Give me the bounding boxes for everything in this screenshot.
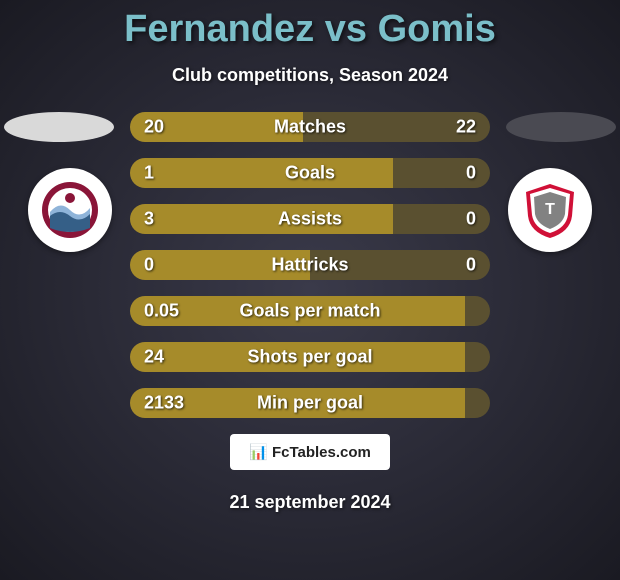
right-ellipse	[506, 112, 616, 142]
stat-value-left: 3	[144, 209, 154, 230]
rapids-crest-icon	[40, 180, 100, 240]
left-ellipse	[4, 112, 114, 142]
stat-row: Shots per goal 24	[130, 342, 490, 372]
stat-row: Min per goal 2133	[130, 388, 490, 418]
stat-bar-right	[465, 296, 490, 326]
stat-bar-left	[130, 204, 393, 234]
stat-value-left: 0.05	[144, 301, 179, 322]
stat-label: Matches	[274, 117, 346, 138]
stat-value-left: 2133	[144, 393, 184, 414]
stat-value-right: 0	[466, 209, 476, 230]
right-team-badge: T	[508, 168, 592, 252]
stat-value-left: 0	[144, 255, 154, 276]
stat-value-right: 0	[466, 163, 476, 184]
stat-row: Assists 3 0	[130, 204, 490, 234]
stat-row: Goals per match 0.05	[130, 296, 490, 326]
stat-label: Goals per match	[239, 301, 380, 322]
stat-row: Hattricks 0 0	[130, 250, 490, 280]
stat-value-right: 0	[466, 255, 476, 276]
stat-label: Goals	[285, 163, 335, 184]
stat-value-right: 22	[456, 117, 476, 138]
stat-label: Shots per goal	[247, 347, 372, 368]
stat-bar-right	[465, 342, 490, 372]
comparison-main: T Matches 20 22 Goals 1 0 Assists 3 0 Hattricks 0 0…	[0, 112, 620, 418]
stat-row: Goals 1 0	[130, 158, 490, 188]
stat-value-left: 20	[144, 117, 164, 138]
left-team-badge	[28, 168, 112, 252]
stats-bars: Matches2022Goals10Assists30Hattricks00Go…	[130, 112, 490, 418]
stat-label: Min per goal	[257, 393, 363, 414]
stat-bar-left	[130, 158, 393, 188]
stat-value-left: 24	[144, 347, 164, 368]
comparison-title: Fernandez vs Gomis	[0, 0, 620, 51]
stat-value-left: 1	[144, 163, 154, 184]
stat-label: Hattricks	[271, 255, 348, 276]
toronto-crest-icon: T	[520, 180, 580, 240]
fctables-logo: 📊 FcTables.com	[230, 434, 390, 470]
stat-bar-right	[465, 388, 490, 418]
svg-text:T: T	[545, 201, 555, 218]
comparison-date: 21 september 2024	[0, 492, 620, 513]
stat-row: Matches 20 22	[130, 112, 490, 142]
comparison-subtitle: Club competitions, Season 2024	[0, 65, 620, 86]
stat-label: Assists	[278, 209, 342, 230]
